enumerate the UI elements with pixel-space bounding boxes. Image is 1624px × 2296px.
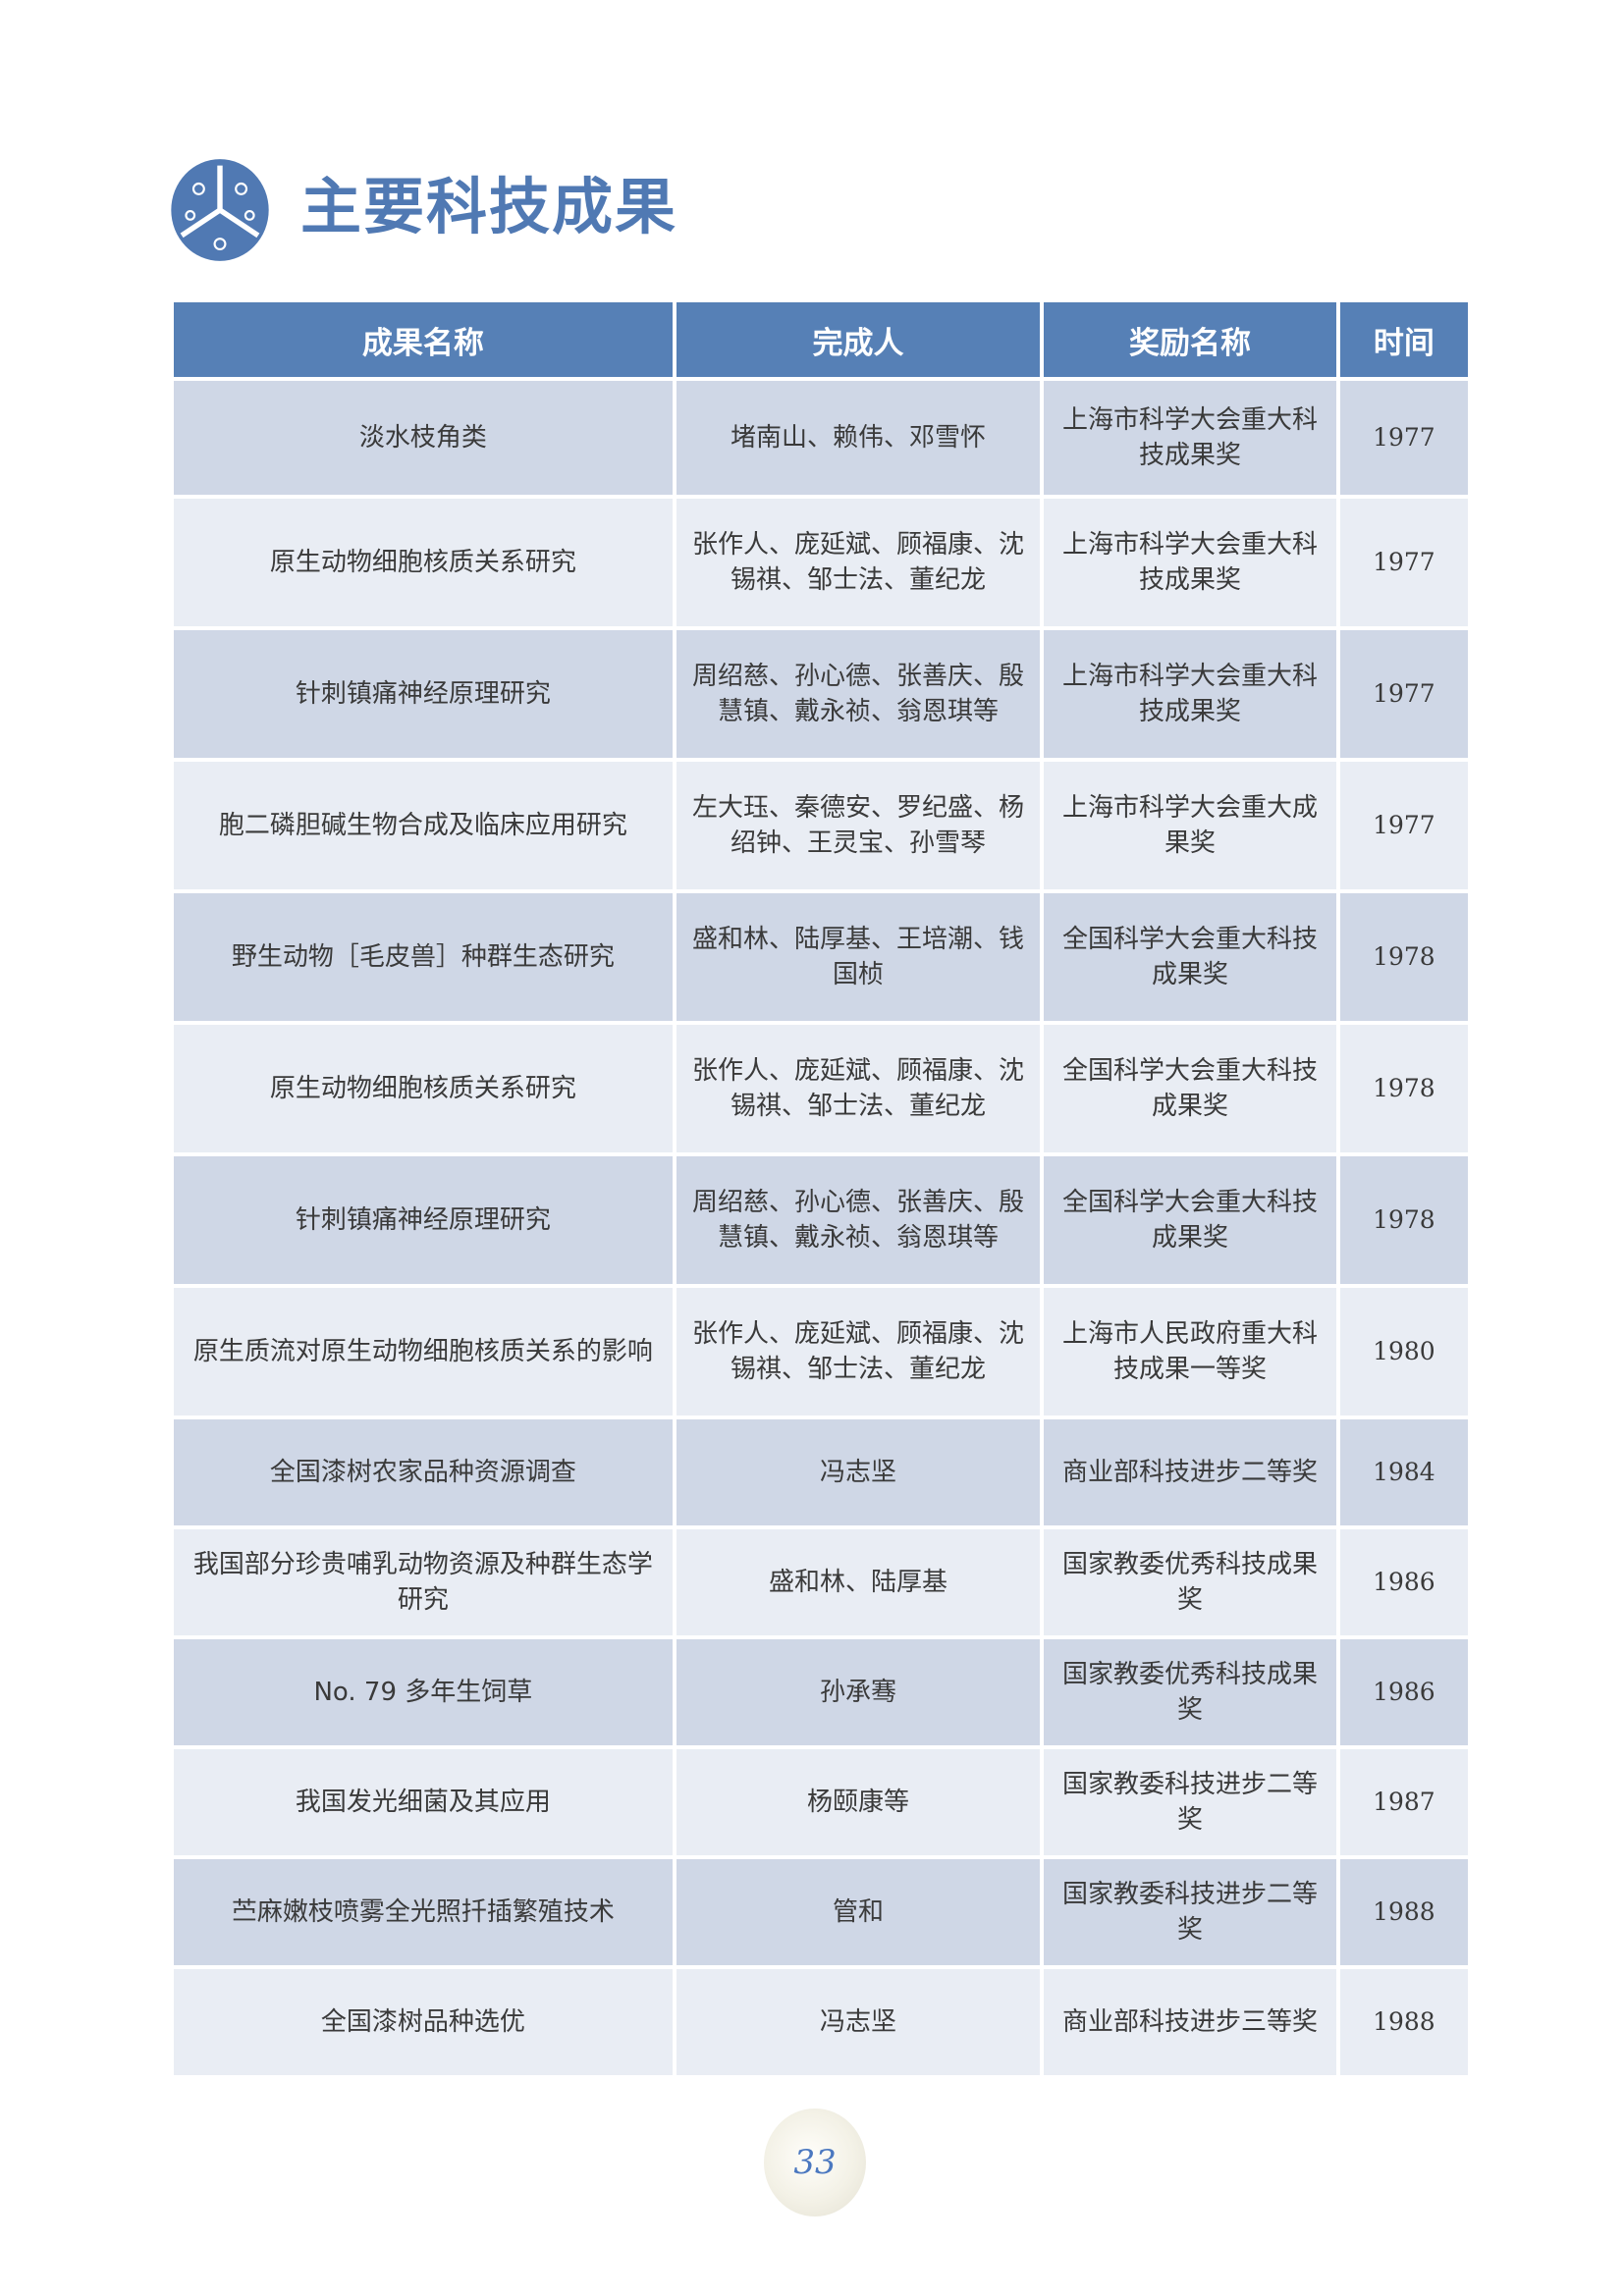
award-year: 1988 — [1339, 1969, 1468, 2075]
achievement-name: 针刺镇痛神经原理研究 — [174, 630, 673, 758]
auspicious-cloud-emblem-icon — [171, 159, 269, 261]
award-year: 1977 — [1339, 630, 1468, 758]
achievement-name: 原生质流对原生动物细胞核质关系的影响 — [174, 1288, 673, 1415]
page-number: 33 — [764, 2109, 866, 2216]
award-year: 1984 — [1339, 1419, 1468, 1525]
table-row: 原生动物细胞核质关系研究 张作人、庞延斌、顾福康、沈锡祺、邹士法、董纪龙 上海市科学… — [174, 499, 1468, 626]
achievement-name: 全国漆树农家品种资源调查 — [174, 1419, 673, 1525]
contributors: 周绍慈、孙心德、张善庆、殷慧镇、戴永祯、翁恩琪等 — [676, 630, 1041, 758]
achievement-name: 胞二磷胆碱生物合成及临床应用研究 — [174, 762, 673, 889]
table-row: 淡水枝角类 堵南山、赖伟、邓雪怀 上海市科学大会重大科技成果奖 1977 — [174, 381, 1468, 495]
award-name: 上海市科学大会重大科技成果奖 — [1044, 630, 1336, 758]
award-year: 1978 — [1339, 1156, 1468, 1284]
table-header-row: 成果名称 完成人 奖励名称 时间 — [174, 302, 1468, 377]
contributors: 左大珏、秦德安、罗纪盛、杨绍钟、王灵宝、孙雪琴 — [676, 762, 1041, 889]
award-year: 1977 — [1339, 381, 1468, 495]
contributors: 管和 — [676, 1859, 1041, 1965]
table-row: No. 79 多年生饲草 孙承骞 国家教委优秀科技成果奖 1986 — [174, 1639, 1468, 1745]
award-year: 1986 — [1339, 1529, 1468, 1635]
award-name: 全国科学大会重大科技成果奖 — [1044, 1156, 1336, 1284]
award-name: 国家教委优秀科技成果奖 — [1044, 1529, 1336, 1635]
achievement-name: 淡水枝角类 — [174, 381, 673, 495]
contributors: 周绍慈、孙心德、张善庆、殷慧镇、戴永祯、翁恩琪等 — [676, 1156, 1041, 1284]
header-award: 奖励名称 — [1044, 302, 1336, 377]
award-year: 1978 — [1339, 893, 1468, 1021]
header-people: 完成人 — [676, 302, 1041, 377]
award-name: 全国科学大会重大科技成果奖 — [1044, 1025, 1336, 1152]
table-row: 苎麻嫩枝喷雾全光照扦插繁殖技术 管和 国家教委科技进步二等奖 1988 — [174, 1859, 1468, 1965]
contributors: 张作人、庞延斌、顾福康、沈锡祺、邹士法、董纪龙 — [676, 1025, 1041, 1152]
contributors: 冯志坚 — [676, 1419, 1041, 1525]
table-row: 全国漆树品种选优 冯志坚 商业部科技进步三等奖 1988 — [174, 1969, 1468, 2075]
contributors: 张作人、庞延斌、顾福康、沈锡祺、邹士法、董纪龙 — [676, 1288, 1041, 1415]
achievement-name: 我国发光细菌及其应用 — [174, 1749, 673, 1855]
award-name: 上海市科学大会重大科技成果奖 — [1044, 381, 1336, 495]
award-name: 上海市科学大会重大科技成果奖 — [1044, 499, 1336, 626]
contributors: 张作人、庞延斌、顾福康、沈锡祺、邹士法、董纪龙 — [676, 499, 1041, 626]
contributors: 盛和林、陆厚基 — [676, 1529, 1041, 1635]
award-year: 1977 — [1339, 762, 1468, 889]
award-name: 国家教委优秀科技成果奖 — [1044, 1639, 1336, 1745]
award-year: 1978 — [1339, 1025, 1468, 1152]
table-row: 我国发光细菌及其应用 杨颐康等 国家教委科技进步二等奖 1987 — [174, 1749, 1468, 1855]
table-row: 胞二磷胆碱生物合成及临床应用研究 左大珏、秦德安、罗纪盛、杨绍钟、王灵宝、孙雪琴上… — [174, 762, 1468, 889]
contributors: 杨颐康等 — [676, 1749, 1041, 1855]
contributors: 孙承骞 — [676, 1639, 1041, 1745]
achievement-name: 全国漆树品种选优 — [174, 1969, 673, 2075]
table-row: 针刺镇痛神经原理研究 周绍慈、孙心德、张善庆、殷慧镇、戴永祯、翁恩琪等 上海市科学大… — [174, 630, 1468, 758]
achievements-table: 成果名称 完成人 奖励名称 时间 淡水枝角类 堵南山、赖伟、邓雪怀 上海市科学大会重… — [170, 298, 1472, 2079]
achievement-name: No. 79 多年生饲草 — [174, 1639, 673, 1745]
header-name: 成果名称 — [174, 302, 673, 377]
achievement-name: 针刺镇痛神经原理研究 — [174, 1156, 673, 1284]
award-year: 1977 — [1339, 499, 1468, 626]
achievement-name: 我国部分珍贵哺乳动物资源及种群生态学研究 — [174, 1529, 673, 1635]
award-name: 国家教委科技进步二等奖 — [1044, 1859, 1336, 1965]
page-title: 主要科技成果 — [300, 171, 678, 242]
award-year: 1986 — [1339, 1639, 1468, 1745]
award-year: 1988 — [1339, 1859, 1468, 1965]
page-number-text: 33 — [793, 2143, 837, 2182]
header-year: 时间 — [1339, 302, 1468, 377]
achievement-name: 原生动物细胞核质关系研究 — [174, 499, 673, 626]
award-name: 国家教委科技进步二等奖 — [1044, 1749, 1336, 1855]
table-row: 野生动物［毛皮兽］种群生态研究 盛和林、陆厚基、王培潮、钱国桢 全国科学大会重大科技… — [174, 893, 1468, 1021]
achievement-name: 原生动物细胞核质关系研究 — [174, 1025, 673, 1152]
contributors: 盛和林、陆厚基、王培潮、钱国桢 — [676, 893, 1041, 1021]
award-year: 1987 — [1339, 1749, 1468, 1855]
award-name: 全国科学大会重大科技成果奖 — [1044, 893, 1336, 1021]
contributors: 冯志坚 — [676, 1969, 1041, 2075]
achievement-name: 苎麻嫩枝喷雾全光照扦插繁殖技术 — [174, 1859, 673, 1965]
table-row: 原生动物细胞核质关系研究 张作人、庞延斌、顾福康、沈锡祺、邹士法、董纪龙 全国科学大… — [174, 1025, 1468, 1152]
award-year: 1980 — [1339, 1288, 1468, 1415]
table-row: 原生质流对原生动物细胞核质关系的影响 张作人、庞延斌、顾福康、沈锡祺、邹士法、董纪… — [174, 1288, 1468, 1415]
award-name: 商业部科技进步三等奖 — [1044, 1969, 1336, 2075]
award-name: 上海市人民政府重大科技成果一等奖 — [1044, 1288, 1336, 1415]
table-row: 针刺镇痛神经原理研究 周绍慈、孙心德、张善庆、殷慧镇、戴永祯、翁恩琪等 全国科学大会… — [174, 1156, 1468, 1284]
achievement-name: 野生动物［毛皮兽］种群生态研究 — [174, 893, 673, 1021]
award-name: 商业部科技进步二等奖 — [1044, 1419, 1336, 1525]
award-name: 上海市科学大会重大成果奖 — [1044, 762, 1336, 889]
table-row: 我国部分珍贵哺乳动物资源及种群生态学研究 盛和林、陆厚基 国家教委优秀科技成果奖 19… — [174, 1529, 1468, 1635]
table-row: 全国漆树农家品种资源调查 冯志坚 商业部科技进步二等奖 1984 — [174, 1419, 1468, 1525]
contributors: 堵南山、赖伟、邓雪怀 — [676, 381, 1041, 495]
